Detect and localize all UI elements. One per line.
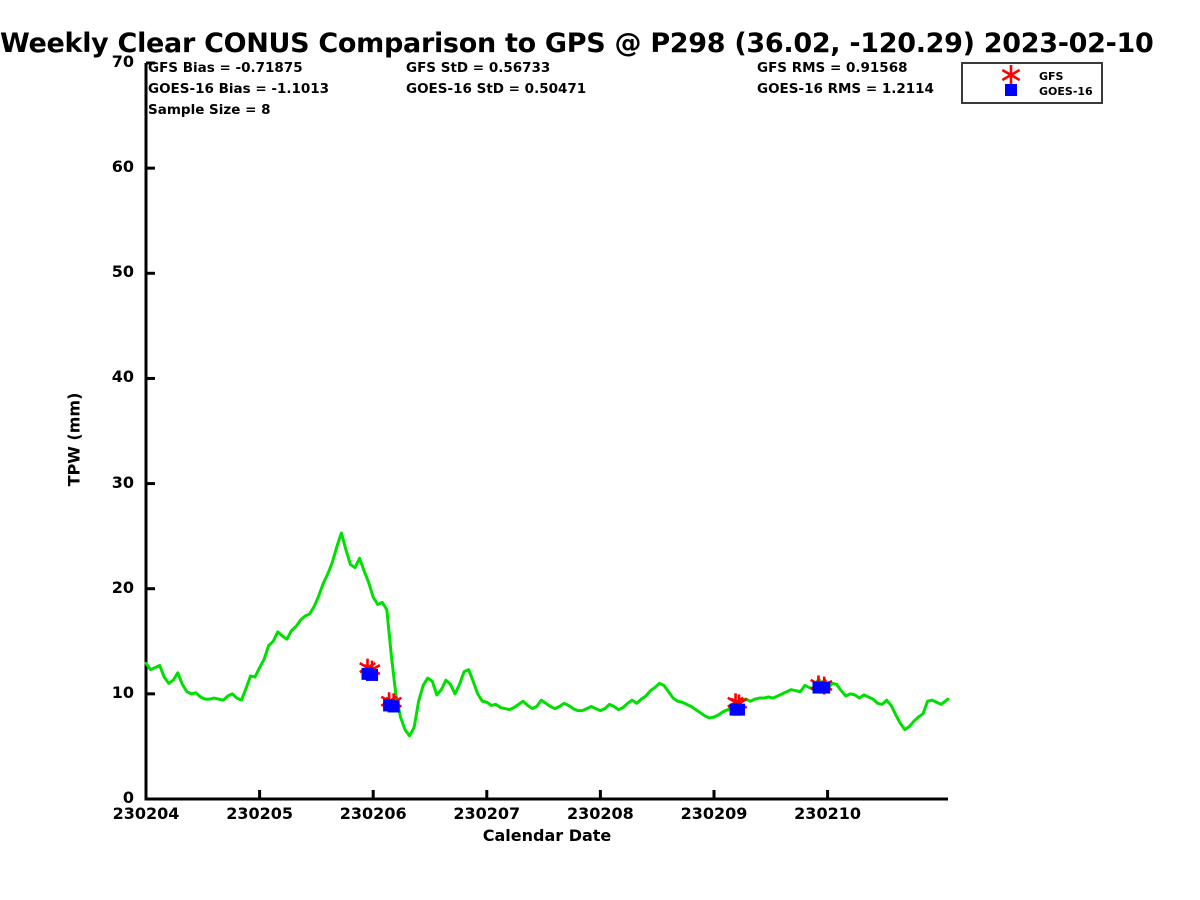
square-icon: [1005, 84, 1017, 96]
legend[interactable]: GFS GOES-16: [961, 62, 1103, 104]
legend-label-goes: GOES-16: [1039, 85, 1093, 98]
x-tick-230208: 230208: [566, 804, 634, 823]
marker-goes16: [366, 668, 379, 681]
y-tick-10: 10: [111, 682, 134, 702]
stat-gfs-bias: GFS Bias = -0.71875: [148, 60, 303, 76]
y-tick-20: 20: [111, 577, 134, 597]
x-axis-label: Calendar Date: [482, 826, 612, 845]
stat-gfs-std: GFS StD = 0.56733: [406, 60, 551, 76]
marker-goes16: [818, 681, 831, 694]
stat-goes-bias: GOES-16 Bias = -1.1013: [148, 81, 330, 97]
series-line-gps: [144, 531, 950, 738]
y-tick-40: 40: [111, 367, 134, 387]
x-tick-230205: 230205: [226, 804, 293, 823]
y-tick-70: 70: [111, 52, 134, 71]
stat-gfs-rms: GFS RMS = 0.91568: [757, 60, 908, 76]
stat-goes-std: GOES-16 StD = 0.50471: [406, 81, 587, 97]
marker-goes16: [387, 700, 400, 713]
marker-goes16: [732, 703, 745, 716]
y-tick-30: 30: [111, 472, 134, 492]
x-tick-230204: 230204: [112, 804, 180, 823]
x-tick-230209: 230209: [680, 804, 748, 823]
legend-label-gfs: GFS: [1039, 70, 1064, 83]
x-tick-230206: 230206: [339, 804, 407, 823]
stat-goes-rms: GOES-16 RMS = 1.2114: [757, 81, 934, 97]
x-tick-230210: 230210: [794, 804, 861, 823]
stat-sample-size: Sample Size = 8: [148, 102, 271, 118]
x-tick-230207: 230207: [453, 804, 521, 823]
y-tick-60: 60: [111, 157, 134, 177]
y-tick-0: 0: [122, 788, 134, 807]
asterisk-icon: [1001, 65, 1021, 85]
page-title: Weekly Clear CONUS Comparison to GPS @ P…: [0, 28, 1154, 59]
y-tick-50: 50: [111, 262, 134, 282]
legend-markers: [1001, 65, 1021, 96]
